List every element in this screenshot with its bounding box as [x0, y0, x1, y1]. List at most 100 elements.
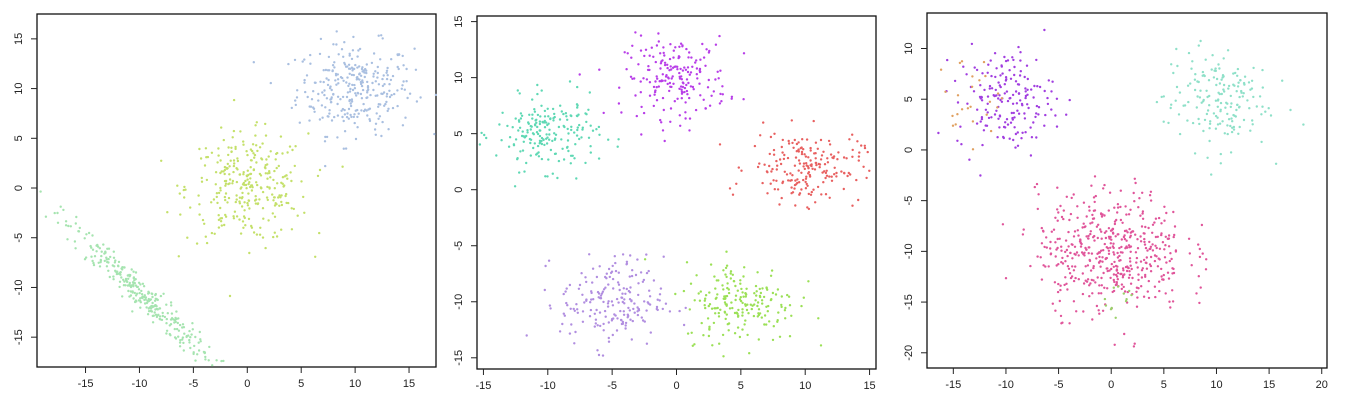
data-point: [982, 60, 986, 64]
data-point: [352, 115, 355, 119]
data-point: [211, 364, 214, 367]
data-point: [616, 317, 619, 320]
data-point: [1103, 231, 1107, 234]
data-point: [1022, 228, 1025, 231]
data-point: [1089, 232, 1092, 236]
data-point: [969, 105, 972, 109]
data-point: [347, 117, 350, 120]
data-point: [1261, 68, 1264, 72]
data-point: [293, 164, 296, 168]
data-point: [629, 75, 633, 79]
data-point: [1170, 257, 1173, 261]
data-point: [752, 314, 756, 318]
data-point: [1189, 82, 1192, 85]
data-point: [529, 138, 533, 141]
data-point: [719, 308, 722, 311]
data-point: [855, 178, 858, 182]
data-point: [380, 134, 383, 138]
data-point: [639, 34, 643, 37]
data-point: [766, 288, 769, 291]
data-point: [134, 294, 138, 297]
data-point: [150, 310, 154, 313]
data-point: [840, 170, 843, 173]
data-point: [730, 97, 733, 100]
data-point: [590, 291, 593, 295]
data-point: [95, 250, 98, 253]
data-point: [98, 265, 102, 268]
data-point: [346, 76, 349, 79]
data-point: [1133, 342, 1136, 345]
data-point: [664, 302, 668, 305]
data-point: [181, 323, 185, 326]
data-point: [981, 72, 984, 75]
data-point: [735, 182, 738, 185]
data-point: [258, 146, 262, 149]
data-point: [670, 77, 673, 80]
data-point: [138, 291, 141, 295]
plot-frame: [36, 13, 437, 368]
data-point: [805, 138, 809, 141]
data-point: [1113, 253, 1116, 256]
data-point: [851, 155, 854, 158]
data-point: [849, 173, 852, 176]
data-point: [787, 139, 790, 143]
data-point: [248, 181, 251, 184]
data-point: [1137, 206, 1140, 209]
data-point: [271, 212, 274, 215]
data-point: [1074, 265, 1077, 268]
data-point: [388, 83, 391, 86]
data-point: [1085, 248, 1088, 251]
data-point: [554, 137, 557, 140]
data-point: [272, 178, 275, 182]
data-point: [1136, 296, 1139, 299]
data-point: [1035, 136, 1038, 139]
data-point: [1143, 237, 1146, 241]
data-point: [1054, 216, 1057, 219]
data-point: [700, 321, 703, 325]
data-point: [122, 284, 126, 287]
data-point: [269, 81, 272, 85]
data-point: [384, 102, 387, 106]
data-point: [1166, 271, 1170, 274]
data-point: [401, 124, 405, 127]
data-point: [100, 254, 103, 258]
data-point: [343, 113, 347, 116]
data-point: [775, 159, 778, 163]
data-point: [739, 282, 742, 285]
data-point: [201, 218, 205, 222]
data-point: [631, 44, 634, 47]
data-point: [114, 269, 117, 272]
data-point: [725, 275, 728, 279]
data-point: [1059, 314, 1063, 318]
data-point: [657, 32, 660, 35]
data-point: [536, 125, 539, 129]
data-point: [1198, 255, 1202, 259]
data-point: [728, 187, 732, 190]
data-point: [519, 112, 523, 115]
data-point: [583, 301, 586, 304]
data-point: [581, 320, 585, 323]
data-point: [376, 65, 379, 69]
data-point: [540, 89, 543, 92]
data-point: [361, 88, 365, 92]
data-point: [1158, 247, 1162, 250]
data-point: [241, 220, 245, 223]
data-point: [546, 175, 549, 178]
data-point: [176, 184, 179, 187]
data-point: [1154, 217, 1158, 220]
data-point: [1249, 129, 1252, 132]
data-point: [1114, 235, 1117, 238]
data-point: [377, 34, 380, 37]
data-point: [342, 79, 345, 83]
data-point: [325, 135, 329, 139]
data-point: [557, 125, 561, 129]
data-point: [220, 126, 223, 129]
data-point: [727, 329, 730, 332]
data-point: [1246, 99, 1249, 102]
data-point: [222, 138, 225, 142]
data-point: [1037, 193, 1040, 196]
data-point: [360, 97, 364, 100]
data-point: [591, 267, 595, 270]
data-point: [335, 43, 338, 46]
data-point: [434, 93, 438, 97]
